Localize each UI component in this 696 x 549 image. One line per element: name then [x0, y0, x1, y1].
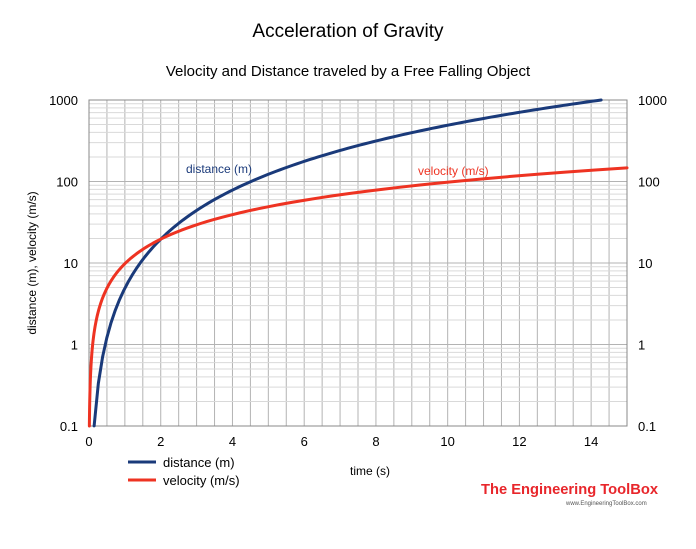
y2-tick-label: 0.1 [638, 419, 656, 434]
grid [88, 100, 628, 427]
annotation-velocity: velocity (m/s) [418, 164, 489, 178]
y2-tick-label: 1 [638, 338, 645, 353]
x-tick-label: 2 [157, 434, 164, 449]
y-tick-label: 1 [71, 338, 78, 353]
tick-labels: 0 2 4 6 8 10 12 14 0.1 1 10 100 1000 0.1 1 10 100 1000 [49, 93, 667, 449]
logo-url: www.EngineeringToolBox.com [565, 501, 647, 507]
x-axis-label: time (s) [350, 464, 390, 478]
chart-title: Acceleration of Gravity [252, 21, 444, 42]
series-lines [87, 98, 629, 428]
x-tick-label: 10 [440, 434, 454, 449]
y2-tick-label: 100 [638, 175, 660, 190]
y2-tick-label: 1000 [638, 93, 667, 108]
y-tick-label: 10 [64, 256, 78, 271]
engineering-toolbox-logo: The Engineering ToolBox www.EngineeringT… [481, 481, 659, 507]
plot-frame [88, 99, 628, 427]
y-tick-label: 0.1 [60, 419, 78, 434]
x-tick-label: 4 [229, 434, 236, 449]
annotation-distance: distance (m) [186, 162, 252, 176]
y-tick-label: 100 [56, 175, 78, 190]
legend: distance (m) velocity (m/s) [128, 455, 240, 488]
x-tick-label: 0 [85, 434, 92, 449]
logo-text: The Engineering ToolBox [481, 481, 659, 498]
series-line-distance [92, 98, 603, 428]
legend-label-distance: distance (m) [163, 455, 235, 470]
x-tick-label: 12 [512, 434, 526, 449]
y2-tick-label: 10 [638, 256, 652, 271]
y-axis-label: distance (m), velocity (m/s) [25, 191, 39, 334]
series-line-velocity [87, 166, 629, 428]
legend-label-velocity: velocity (m/s) [163, 473, 240, 488]
chart-subtitle: Velocity and Distance traveled by a Free… [166, 63, 531, 80]
y-tick-label: 1000 [49, 93, 78, 108]
x-tick-label: 8 [372, 434, 379, 449]
x-tick-label: 14 [584, 434, 598, 449]
x-tick-label: 6 [301, 434, 308, 449]
